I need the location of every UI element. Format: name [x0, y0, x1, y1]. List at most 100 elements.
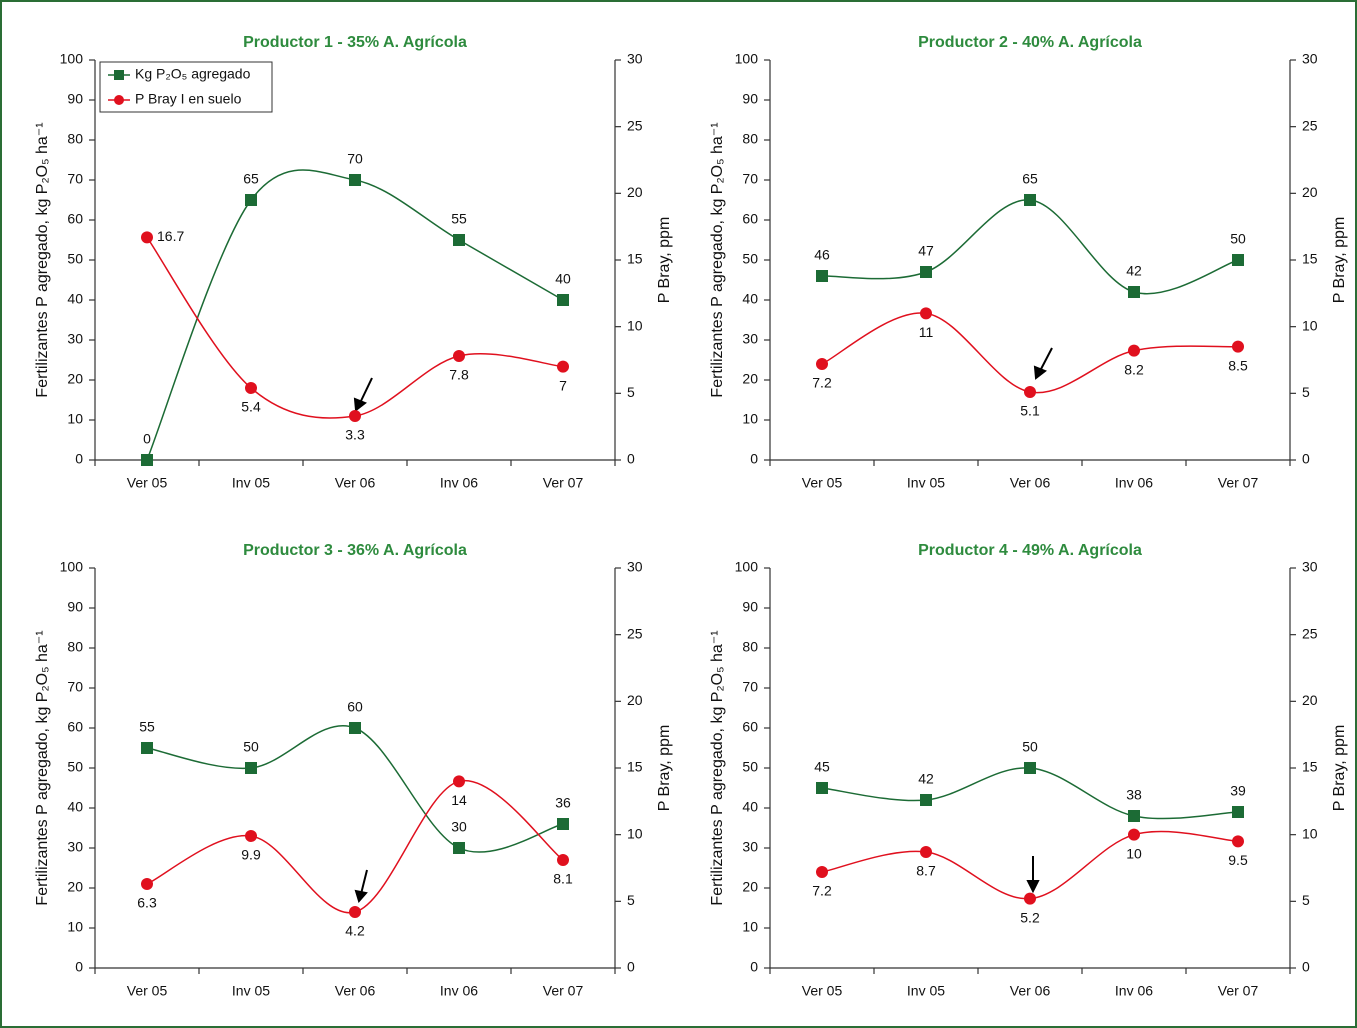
y2-tick-label: 20 — [627, 692, 643, 708]
data-label: 55 — [139, 719, 155, 735]
marker — [453, 234, 465, 246]
x-tick-label: Inv 05 — [907, 475, 945, 491]
marker — [245, 830, 257, 842]
y-tick-label: 100 — [735, 559, 759, 575]
data-label: 9.9 — [241, 847, 261, 863]
data-label: 11 — [919, 324, 934, 340]
y-tick-label: 100 — [60, 559, 84, 575]
data-label: 7.2 — [812, 375, 832, 391]
marker — [245, 194, 257, 206]
data-label: 7.2 — [812, 883, 832, 899]
data-label: 8.1 — [553, 871, 573, 887]
x-tick-label: Ver 06 — [1010, 983, 1051, 999]
y2-axis-label: P Bray, ppm — [1331, 725, 1348, 812]
marker — [557, 360, 569, 373]
y2-tick-label: 15 — [627, 251, 643, 267]
series-line — [821, 767, 1239, 820]
y2-tick-label: 0 — [1302, 451, 1310, 467]
series-line — [146, 779, 564, 914]
x-tick-label: Inv 06 — [440, 475, 478, 491]
data-label: 42 — [1126, 263, 1142, 279]
y2-tick-label: 10 — [627, 317, 643, 333]
y2-tick-label: 0 — [627, 451, 635, 467]
marker — [920, 307, 932, 320]
y-tick-label: 70 — [67, 679, 83, 695]
data-label: 5.2 — [1020, 909, 1040, 925]
y2-tick-label: 30 — [627, 559, 643, 575]
arrow-head — [353, 397, 367, 412]
marker — [1128, 810, 1140, 822]
y-tick-label: 0 — [750, 451, 758, 467]
y-tick-label: 20 — [742, 879, 758, 895]
data-label: 5.1 — [1020, 403, 1040, 419]
data-label: 70 — [347, 151, 363, 167]
y-tick-label: 30 — [742, 331, 758, 347]
y-tick-label: 30 — [742, 839, 758, 855]
marker — [349, 722, 361, 734]
chart-title: Productor 1 - 35% A. Agrícola — [243, 34, 467, 51]
y2-tick-label: 0 — [1302, 959, 1310, 975]
marker — [349, 410, 361, 422]
y-tick-label: 40 — [67, 799, 83, 815]
y2-tick-label: 30 — [1302, 51, 1318, 67]
y-tick-label: 20 — [67, 371, 83, 387]
marker — [1232, 835, 1244, 848]
y-tick-label: 40 — [742, 291, 758, 307]
data-label: 36 — [555, 795, 571, 811]
x-tick-label: Ver 07 — [543, 475, 584, 491]
data-label: 5.4 — [241, 399, 261, 415]
data-label: 0 — [143, 431, 151, 447]
y-tick-label: 60 — [67, 211, 83, 227]
marker — [141, 878, 153, 890]
y-tick-label: 70 — [67, 171, 83, 187]
data-label: 46 — [814, 247, 830, 263]
chart-title: Productor 4 - 49% A. Agrícola — [918, 542, 1142, 559]
arrow — [359, 377, 373, 404]
marker — [1128, 286, 1140, 298]
y-tick-label: 50 — [742, 251, 758, 267]
marker — [920, 846, 932, 858]
marker — [141, 454, 153, 466]
y2-tick-label: 20 — [627, 184, 643, 200]
marker — [557, 294, 569, 306]
y-tick-label: 80 — [742, 131, 758, 147]
series-line — [821, 199, 1239, 295]
legend-marker — [114, 95, 124, 105]
y-axis-label: Fertilizantes P agregado, kg P₂O₅ ha⁻¹ — [34, 630, 51, 905]
marker — [1024, 892, 1036, 905]
data-label: 10 — [1126, 845, 1142, 861]
y2-tick-label: 10 — [1302, 317, 1318, 333]
y-tick-label: 60 — [742, 211, 758, 227]
marker — [245, 382, 257, 394]
chart-title: Productor 3 - 36% A. Agrícola — [243, 542, 467, 559]
y2-axis-label: P Bray, ppm — [656, 725, 673, 812]
marker — [349, 174, 361, 186]
x-tick-label: Ver 07 — [1218, 983, 1259, 999]
data-label: 3.3 — [345, 427, 365, 443]
arrow-head — [1026, 880, 1040, 894]
y2-tick-label: 10 — [1302, 825, 1318, 841]
y-tick-label: 80 — [742, 639, 758, 655]
y2-tick-label: 5 — [627, 384, 635, 400]
y-tick-label: 90 — [67, 91, 83, 107]
y-tick-label: 30 — [67, 839, 83, 855]
y2-tick-label: 5 — [627, 892, 635, 908]
y-tick-label: 80 — [67, 131, 83, 147]
data-label: 38 — [1126, 787, 1142, 803]
data-label: 50 — [1230, 231, 1246, 247]
data-label: 4.2 — [345, 923, 365, 939]
arrows — [353, 347, 1053, 904]
y2-tick-label: 10 — [627, 825, 643, 841]
y2-tick-label: 25 — [627, 625, 643, 641]
data-label: 8.5 — [1228, 357, 1248, 373]
data-label: 50 — [1022, 739, 1038, 755]
y-tick-label: 30 — [67, 331, 83, 347]
x-tick-label: Inv 05 — [232, 475, 270, 491]
chart-title: Productor 2 - 40% A. Agrícola — [918, 34, 1142, 51]
y-tick-label: 90 — [742, 599, 758, 615]
y2-tick-label: 20 — [1302, 184, 1318, 200]
marker — [816, 358, 828, 370]
y-tick-label: 60 — [742, 719, 758, 735]
y2-tick-label: 5 — [1302, 384, 1310, 400]
